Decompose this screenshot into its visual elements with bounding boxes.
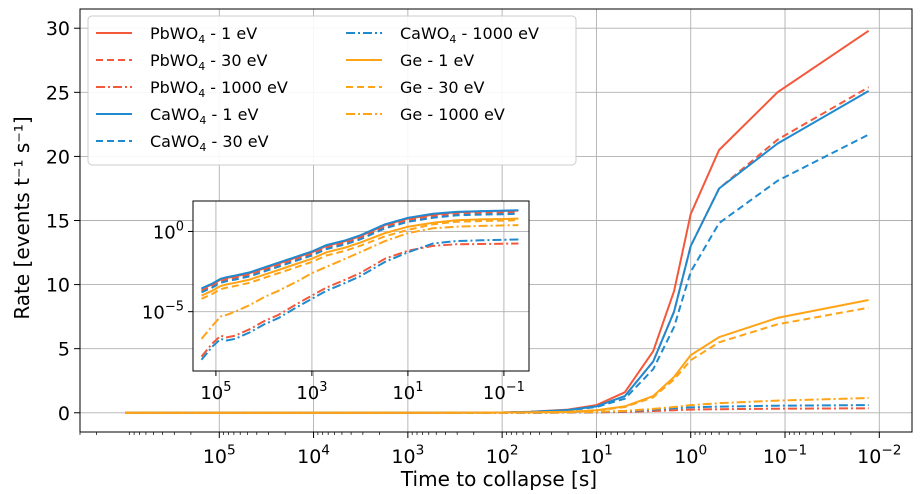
inset-background — [193, 201, 529, 371]
x-axis-label: Time to collapse [s] — [400, 467, 597, 490]
x-tick-label: 105 — [203, 442, 236, 468]
inset-chart: 105 103 101 10−1 100 10−5 — [142, 200, 530, 404]
x-tick-label: 103 — [391, 442, 424, 468]
legend-label: CaWO4 - 1000 eV — [400, 24, 539, 46]
inset-series-line — [200, 238, 519, 361]
legend-label: CaWO4 - 1 eV — [150, 105, 258, 127]
main-axes — [74, 8, 913, 438]
x-tick-label: 10−1 — [763, 442, 807, 468]
x-tick-label: 101 — [580, 442, 613, 468]
legend-label: PbWO4 - 30 eV — [150, 51, 267, 73]
legend-label: Ge - 1 eV — [400, 51, 474, 70]
inset-series-line — [201, 217, 519, 297]
y-tick-label: 10 — [46, 275, 70, 297]
legend: PbWO4 - 1 eV PbWO4 - 30 eV PbWO4 - 1000 eV… — [87, 15, 577, 166]
y-axis-label: Rate [events t⁻¹ s⁻¹] — [10, 116, 34, 319]
inset-series-line — [201, 209, 519, 290]
x-tick-label: 10−2 — [857, 442, 901, 468]
inset-y-tick-label: 10−5 — [142, 300, 184, 324]
inset-frame — [192, 200, 530, 372]
inset-series-line — [201, 212, 519, 294]
inset-x-tick-label: 105 — [200, 380, 231, 404]
y-tick-label: 5 — [58, 339, 70, 361]
inset-series-line — [201, 219, 519, 300]
series-line — [125, 397, 869, 414]
inset-y-tick-label: 100 — [153, 219, 184, 243]
legend-label: Ge - 30 eV — [400, 78, 484, 97]
inset-x-tick-label: 103 — [296, 380, 327, 404]
main-series-lines — [125, 29, 870, 414]
legend-label: PbWO4 - 1 eV — [150, 24, 257, 46]
y-tick-label: 25 — [46, 82, 70, 104]
inset-x-tick-label: 101 — [392, 380, 423, 404]
inset-x-tick-label: 10−1 — [483, 380, 525, 404]
x-tick-label: 102 — [486, 442, 519, 468]
y-tick-label: 20 — [46, 146, 70, 168]
x-tick-label: 100 — [674, 442, 707, 468]
y-tick-label: 30 — [46, 18, 70, 40]
y-tick-label: 15 — [46, 211, 70, 233]
main-tick-labels: 105 104 103 102 101 100 10−1 10−2 0 5 10 15 20 25 30 — [46, 18, 902, 468]
legend-box — [87, 15, 577, 166]
inset-series-line — [200, 242, 519, 358]
y-tick-label: 0 — [58, 403, 70, 425]
inset-series-line — [201, 211, 519, 292]
inset-series-line — [200, 224, 519, 340]
legend-label: PbWO4 - 1000 eV — [150, 78, 288, 100]
legend-label: CaWO4 - 30 eV — [150, 132, 269, 154]
legend-label: Ge - 1000 eV — [400, 105, 505, 124]
x-tick-label: 104 — [297, 442, 330, 468]
